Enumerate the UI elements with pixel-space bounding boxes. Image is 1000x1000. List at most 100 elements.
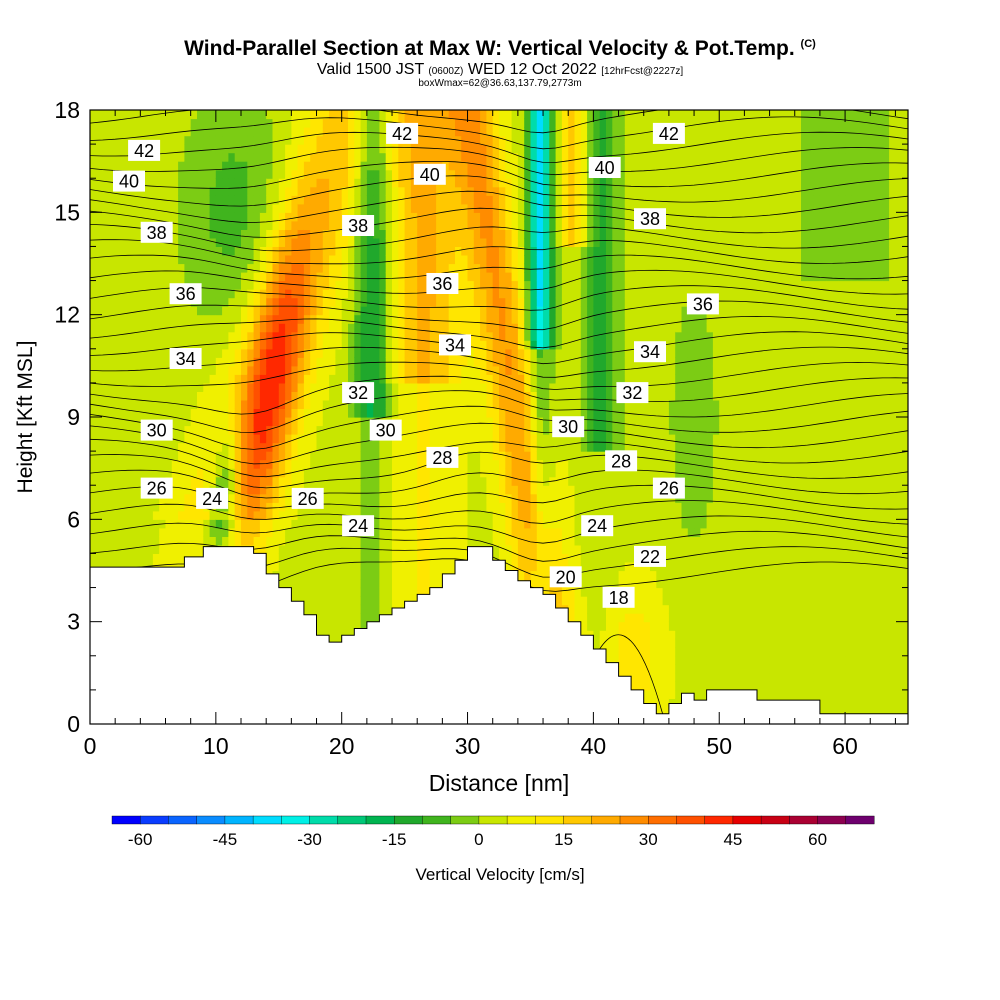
velocity-cell xyxy=(178,314,185,324)
velocity-cell xyxy=(291,280,299,290)
velocity-cell xyxy=(184,331,192,341)
velocity-cell xyxy=(348,493,355,503)
velocity-cell xyxy=(197,220,204,230)
velocity-cell xyxy=(108,289,116,299)
velocity-cell xyxy=(291,451,299,461)
velocity-cell xyxy=(398,553,406,563)
velocity-cell xyxy=(178,476,185,486)
velocity-cell xyxy=(410,562,418,572)
velocity-cell xyxy=(316,434,324,444)
velocity-cell xyxy=(241,186,248,196)
velocity-cell xyxy=(517,203,525,213)
velocity-cell xyxy=(316,348,324,358)
velocity-cell xyxy=(234,365,242,375)
velocity-cell xyxy=(410,408,418,418)
velocity-cell xyxy=(423,357,431,367)
velocity-cell xyxy=(486,237,494,247)
velocity-cell xyxy=(115,135,123,145)
velocity-cell xyxy=(417,468,425,478)
velocity-cell xyxy=(410,357,418,367)
velocity-cell xyxy=(505,272,513,282)
velocity-cell xyxy=(121,323,129,333)
velocity-cell xyxy=(366,348,374,358)
velocity-cell xyxy=(373,451,381,461)
velocity-cell xyxy=(203,374,211,384)
velocity-cell xyxy=(121,314,129,324)
velocity-cell xyxy=(190,399,198,409)
velocity-cell xyxy=(190,178,198,188)
velocity-cell xyxy=(115,374,123,384)
velocity-cell xyxy=(184,408,192,418)
velocity-cell xyxy=(329,417,336,427)
velocity-cell xyxy=(171,485,179,495)
velocity-cell xyxy=(228,289,236,299)
velocity-cell xyxy=(203,306,211,316)
velocity-cell xyxy=(241,152,248,162)
velocity-cell xyxy=(127,220,135,230)
velocity-cell xyxy=(360,178,368,188)
velocity-cell xyxy=(373,519,381,529)
velocity-cell xyxy=(140,468,148,478)
velocity-cell xyxy=(486,399,494,409)
velocity-cell xyxy=(423,118,431,128)
velocity-cell xyxy=(234,195,242,205)
velocity-cell xyxy=(127,476,135,486)
velocity-cell xyxy=(197,237,204,247)
velocity-cell xyxy=(417,280,425,290)
velocity-cell xyxy=(354,195,362,205)
velocity-cell xyxy=(310,161,318,171)
velocity-cell xyxy=(511,340,519,350)
velocity-cell xyxy=(486,289,494,299)
velocity-cell xyxy=(473,229,481,239)
velocity-cell xyxy=(348,357,355,367)
velocity-cell xyxy=(159,348,167,358)
velocity-cell xyxy=(392,203,399,213)
velocity-cell xyxy=(222,237,229,247)
velocity-cell xyxy=(398,536,406,546)
velocity-cell xyxy=(178,562,185,572)
velocity-cell xyxy=(228,348,236,358)
velocity-cell xyxy=(203,229,211,239)
velocity-cell xyxy=(423,365,431,375)
velocity-cell xyxy=(480,374,487,384)
velocity-cell xyxy=(96,237,104,247)
velocity-cell xyxy=(291,237,299,247)
velocity-cell xyxy=(448,169,456,179)
velocity-cell xyxy=(127,195,135,205)
velocity-cell xyxy=(442,297,450,307)
velocity-cell xyxy=(360,348,368,358)
velocity-cell xyxy=(360,203,368,213)
velocity-cell xyxy=(329,144,336,154)
velocity-cell xyxy=(348,570,355,580)
velocity-cell xyxy=(171,263,179,273)
velocity-cell xyxy=(341,502,349,512)
velocity-cell xyxy=(259,502,267,512)
velocity-cell xyxy=(429,297,437,307)
velocity-cell xyxy=(410,544,418,554)
velocity-cell xyxy=(152,357,160,367)
velocity-cell xyxy=(473,357,481,367)
velocity-cell xyxy=(392,272,399,282)
velocity-cell xyxy=(385,562,393,572)
velocity-cell xyxy=(436,476,443,486)
velocity-cell xyxy=(385,195,393,205)
velocity-cell xyxy=(505,536,513,546)
velocity-cell xyxy=(253,493,261,503)
velocity-cell xyxy=(429,391,437,401)
velocity-cell xyxy=(90,459,97,469)
velocity-cell xyxy=(473,135,481,145)
velocity-cell xyxy=(429,502,437,512)
velocity-cell xyxy=(423,220,431,230)
velocity-cell xyxy=(241,169,248,179)
velocity-cell xyxy=(417,434,425,444)
velocity-cell xyxy=(335,357,343,367)
velocity-cell xyxy=(410,382,418,392)
velocity-cell xyxy=(517,519,525,529)
velocity-cell xyxy=(436,152,443,162)
velocity-cell xyxy=(184,255,192,265)
velocity-cell xyxy=(436,297,443,307)
velocity-cell xyxy=(404,425,412,435)
velocity-cell xyxy=(297,323,305,333)
velocity-cell xyxy=(316,596,324,606)
velocity-cell xyxy=(203,203,211,213)
